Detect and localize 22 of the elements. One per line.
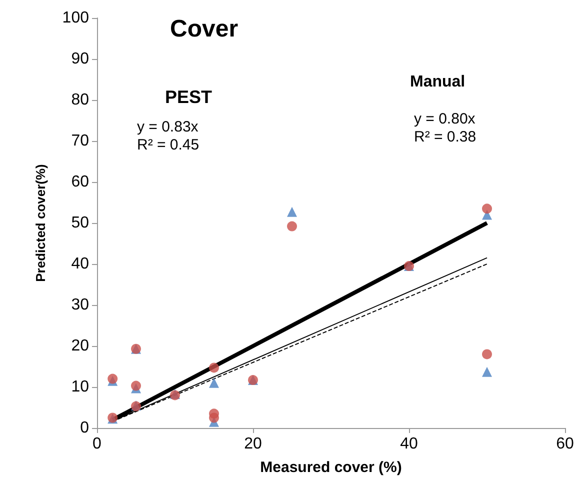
- y-tick-label: 100: [62, 10, 90, 26]
- y-tick-label: 10: [71, 378, 90, 396]
- y-tick-label: 0: [80, 420, 90, 436]
- x-tick-label: 40: [400, 436, 418, 452]
- y-tick-label: 30: [71, 296, 90, 314]
- x-tick-label: 20: [244, 436, 262, 452]
- y-tick-label: 90: [71, 50, 90, 68]
- x-tick-label: 60: [556, 436, 574, 452]
- y-tick-label: 50: [71, 214, 90, 232]
- y-tick-label: 60: [71, 174, 90, 190]
- y-tick-label: 70: [71, 132, 90, 150]
- chart-title: Cover: [170, 16, 238, 42]
- y-tick-label: 80: [71, 92, 90, 108]
- x-axis-title: Measured cover (%): [260, 459, 402, 476]
- annotation: y = 0.80x R² = 0.38: [414, 110, 476, 146]
- y-tick-label: 20: [71, 338, 90, 354]
- annotation: y = 0.83x R² = 0.45: [137, 118, 200, 154]
- annotation: PEST: [165, 87, 212, 107]
- y-axis-title: Predicted cover(%): [33, 164, 48, 282]
- annotation: Manual: [410, 74, 466, 90]
- y-tick-label: 40: [71, 256, 90, 272]
- x-tick-label: 0: [92, 436, 102, 452]
